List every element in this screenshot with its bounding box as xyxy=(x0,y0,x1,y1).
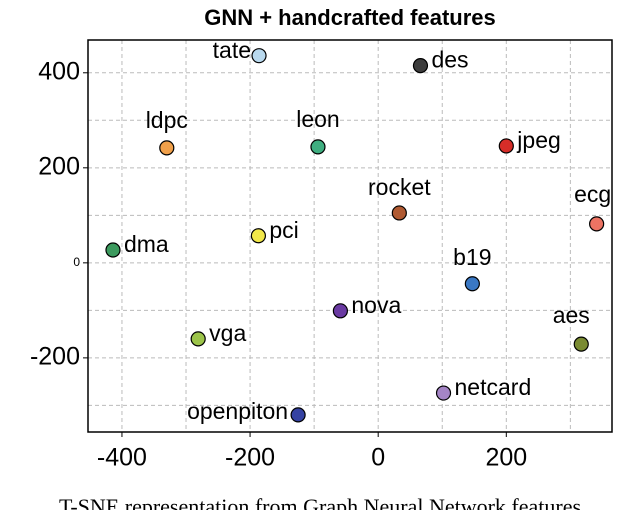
point-label: des xyxy=(431,47,468,73)
point-label: tate xyxy=(213,37,251,63)
point-label: b19 xyxy=(453,244,491,270)
point xyxy=(589,216,605,232)
point xyxy=(464,276,480,292)
point-label: vga xyxy=(209,320,246,346)
point-label: leon xyxy=(296,106,339,132)
point-label: pci xyxy=(269,217,298,243)
point xyxy=(310,139,326,155)
point-label: netcard xyxy=(455,374,532,400)
point-label: nova xyxy=(351,292,401,318)
chart-title: GNN + handcrafted features xyxy=(204,5,496,30)
point xyxy=(573,336,589,352)
point xyxy=(105,242,121,258)
plot-frame xyxy=(87,39,613,433)
point xyxy=(250,228,266,244)
point xyxy=(290,407,306,423)
point-label: ecg xyxy=(574,181,611,207)
point xyxy=(391,205,407,221)
point xyxy=(412,58,429,74)
y-tick-label: -200 xyxy=(30,342,80,370)
point-label: openpiton xyxy=(187,398,288,424)
x-tick-label: -200 xyxy=(225,444,275,472)
x-tick-label: 0 xyxy=(371,444,385,472)
y-tick-label: 0 xyxy=(73,255,80,269)
point-label: jpeg xyxy=(516,127,560,153)
y-tick-label: 400 xyxy=(38,57,80,85)
x-tick-label: -400 xyxy=(97,444,147,472)
point xyxy=(435,385,452,401)
point xyxy=(498,138,514,154)
point-label: ldpc xyxy=(146,107,188,133)
caption: T-SNE representation from Graph Neural N… xyxy=(59,494,581,510)
point xyxy=(190,331,206,347)
point-label: rocket xyxy=(368,174,431,200)
point xyxy=(251,48,267,64)
y-tick-label: 200 xyxy=(38,152,80,180)
point xyxy=(332,303,348,319)
point xyxy=(159,140,175,156)
point-label: dma xyxy=(124,231,169,257)
x-tick-label: 200 xyxy=(485,444,527,472)
point-label: aes xyxy=(553,302,590,328)
